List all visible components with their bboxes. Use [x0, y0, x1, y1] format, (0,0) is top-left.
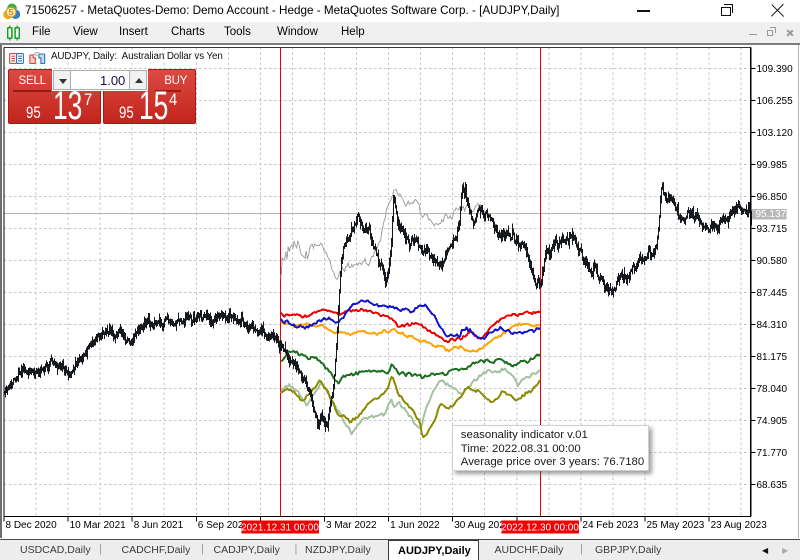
svg-text:10 Mar 2021: 10 Mar 2021 [70, 520, 127, 531]
svg-text:74.905: 74.905 [757, 416, 788, 427]
svg-text:24 Feb 2023: 24 Feb 2023 [582, 520, 639, 531]
svg-text:103.120: 103.120 [757, 128, 794, 139]
svg-text:30 Aug 2022: 30 Aug 2022 [454, 520, 511, 531]
svg-text:25 May 2023: 25 May 2023 [647, 520, 705, 531]
svg-text:78.040: 78.040 [757, 384, 788, 395]
svg-text:8 Jun 2021: 8 Jun 2021 [134, 520, 184, 531]
svg-text:6 Sep 2021: 6 Sep 2021 [198, 520, 250, 531]
svg-text:3 Mar 2022: 3 Mar 2022 [326, 520, 377, 531]
svg-text:109.390: 109.390 [757, 64, 794, 75]
svg-text:71.770: 71.770 [757, 448, 788, 459]
svg-text:106.255: 106.255 [757, 96, 794, 107]
svg-text:93.715: 93.715 [757, 224, 788, 235]
svg-text:87.445: 87.445 [757, 288, 788, 299]
svg-text:81.175: 81.175 [757, 352, 788, 363]
svg-text:95.137: 95.137 [756, 209, 787, 220]
svg-text:90.580: 90.580 [757, 256, 788, 267]
svg-text:99.985: 99.985 [757, 160, 788, 171]
svg-text:8 Dec 2020: 8 Dec 2020 [6, 520, 58, 531]
svg-text:5: 5 [8, 8, 14, 19]
svg-text:84.310: 84.310 [757, 320, 788, 331]
svg-text:68.635: 68.635 [757, 480, 788, 491]
svg-text:96.850: 96.850 [757, 192, 788, 203]
svg-text:2022.12.30 00:00: 2022.12.30 00:00 [501, 523, 579, 534]
svg-text:1 Jun 2022: 1 Jun 2022 [390, 520, 440, 531]
svg-text:2021.12.31 00:00: 2021.12.31 00:00 [241, 523, 319, 534]
svg-text:23 Aug 2023: 23 Aug 2023 [711, 520, 768, 531]
